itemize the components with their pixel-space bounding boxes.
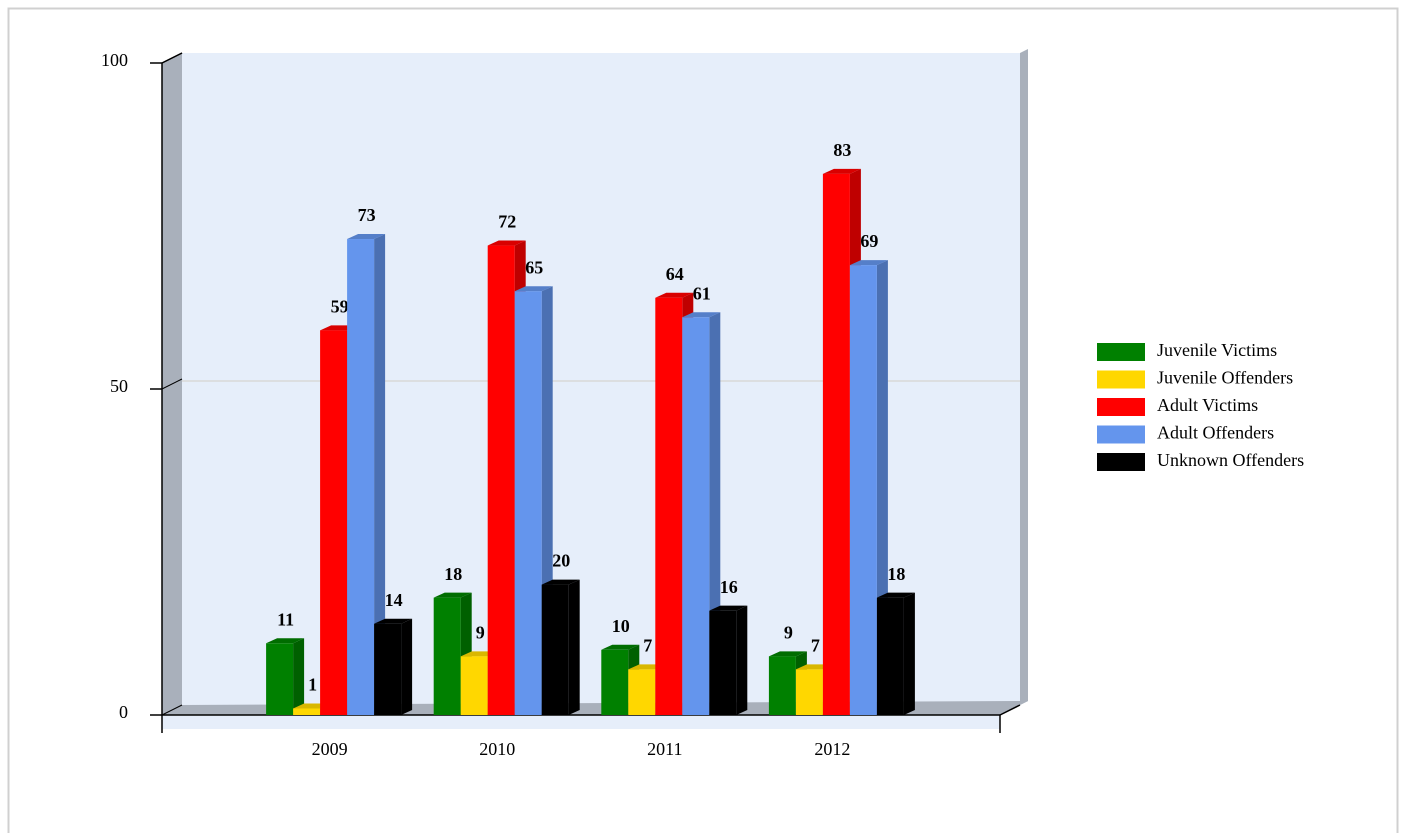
bar [487, 245, 515, 715]
floor-front [162, 715, 1000, 729]
bar [822, 173, 850, 716]
bar-side [401, 618, 413, 715]
bar-side [736, 605, 748, 715]
x-tick-label: 2009 [312, 739, 348, 759]
right-wall-edge [1020, 49, 1028, 705]
bar-top [347, 234, 386, 240]
value-label: 9 [784, 622, 793, 642]
bar [266, 643, 294, 715]
x-tick-label: 2010 [479, 739, 515, 759]
value-label: 65 [525, 257, 543, 277]
value-label: 18 [444, 564, 462, 584]
legend-swatch [1097, 425, 1145, 444]
value-label: 7 [643, 635, 652, 655]
value-label: 59 [331, 296, 349, 316]
bar-top [768, 651, 807, 657]
bar-top [601, 644, 640, 650]
bar-side [903, 592, 915, 715]
bar-top [822, 168, 861, 174]
bar [682, 317, 710, 715]
bar [433, 597, 461, 715]
legend-label: Juvenile Victims [1157, 340, 1277, 360]
bar-side [374, 234, 386, 716]
tick-diagonal [161, 704, 183, 716]
bar [628, 669, 656, 715]
bar-top [433, 592, 472, 598]
value-label: 83 [833, 140, 851, 160]
value-label: 18 [887, 564, 905, 584]
bar [655, 297, 683, 715]
bar [795, 669, 823, 715]
value-label: 64 [666, 264, 684, 284]
legend-label: Juvenile Offenders [1157, 368, 1293, 388]
x-tick-label: 2012 [814, 739, 850, 759]
value-label: 11 [277, 609, 294, 629]
bar [541, 584, 569, 715]
y-tick-label: 100 [101, 50, 128, 70]
bar [849, 265, 877, 715]
tick-diagonal [161, 378, 183, 390]
bar [601, 649, 629, 715]
value-label: 20 [552, 551, 570, 571]
bar-top [514, 286, 553, 292]
y-tick-label: 50 [110, 376, 128, 396]
value-label: 69 [860, 231, 878, 251]
bar-top [541, 579, 580, 585]
value-label: 61 [693, 283, 711, 303]
bar-side [568, 579, 580, 715]
bar-side [293, 638, 305, 715]
legend-swatch [1097, 370, 1145, 389]
bar [374, 623, 402, 715]
value-label: 1 [308, 675, 317, 695]
bar-top [709, 605, 748, 611]
legend-swatch [1097, 453, 1145, 471]
bar [460, 656, 488, 715]
value-label: 73 [358, 205, 376, 225]
bar-top [374, 618, 413, 624]
legend-swatch [1097, 343, 1145, 361]
bar [293, 708, 321, 715]
value-label: 14 [385, 590, 403, 610]
value-label: 16 [720, 577, 738, 597]
bar [876, 597, 904, 715]
bar-top [876, 592, 915, 598]
bar [347, 239, 375, 716]
bar [709, 610, 737, 715]
x-axis-end-diag [999, 704, 1021, 716]
legend-label: Adult Offenders [1157, 423, 1274, 443]
bar [320, 330, 348, 715]
bar-top [849, 260, 888, 266]
bar-top [682, 312, 721, 318]
value-label: 9 [476, 622, 485, 642]
bar-top [487, 240, 526, 246]
value-label: 10 [612, 616, 630, 636]
legend-label: Unknown Offenders [1157, 450, 1304, 470]
y-tick-label: 0 [119, 702, 128, 722]
x-tick-label: 2011 [647, 739, 682, 759]
value-label: 72 [498, 212, 516, 232]
legend-swatch [1097, 398, 1145, 416]
legend-label: Adult Victims [1157, 395, 1258, 415]
bar-top [655, 292, 694, 298]
bar-top [266, 638, 305, 644]
value-label: 7 [811, 635, 820, 655]
bar [514, 291, 542, 715]
y-axis-top [161, 52, 183, 64]
bar [768, 656, 796, 715]
